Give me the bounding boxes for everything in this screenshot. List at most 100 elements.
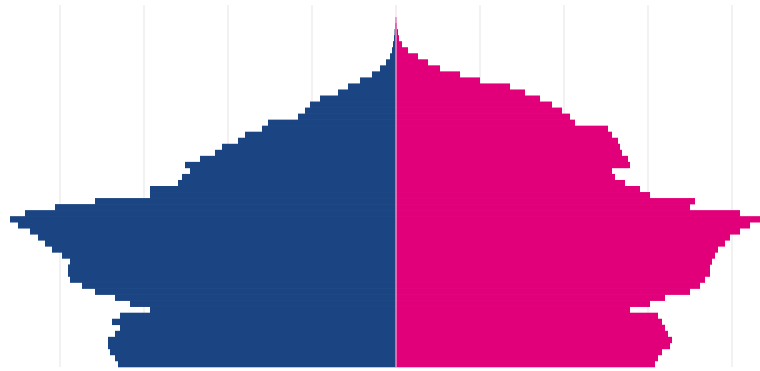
- bar: [115, 354, 396, 362]
- bar: [262, 125, 396, 132]
- bar: [396, 258, 712, 265]
- bar: [115, 330, 396, 338]
- bar: [25, 210, 396, 217]
- bar: [298, 113, 396, 120]
- bar: [108, 336, 396, 344]
- bar: [348, 83, 396, 90]
- bar: [396, 246, 718, 253]
- bar: [115, 294, 396, 301]
- bar: [222, 143, 396, 151]
- bar: [396, 264, 710, 271]
- bar: [396, 89, 525, 96]
- bar: [120, 312, 396, 320]
- bar: [130, 300, 396, 307]
- bar: [68, 270, 396, 277]
- bar: [185, 161, 396, 169]
- bar: [396, 29, 398, 36]
- bar: [396, 107, 562, 114]
- bar: [68, 264, 396, 271]
- bar: [396, 234, 730, 241]
- bar: [120, 324, 396, 332]
- bar: [396, 179, 625, 187]
- bar: [320, 95, 396, 102]
- bar: [30, 228, 396, 235]
- bar: [396, 198, 695, 205]
- bar: [110, 348, 396, 356]
- bar: [70, 276, 396, 283]
- bar: [396, 77, 480, 84]
- bar: [45, 240, 396, 247]
- bar: [396, 282, 700, 289]
- bar: [396, 330, 668, 338]
- bar: [82, 282, 396, 289]
- bar: [396, 192, 650, 199]
- bar: [108, 342, 396, 350]
- bar: [150, 186, 396, 193]
- bar: [200, 155, 396, 163]
- bar: [396, 161, 630, 169]
- bar: [10, 216, 396, 223]
- bar: [394, 29, 396, 36]
- bar: [396, 288, 690, 295]
- bar: [396, 119, 575, 126]
- bar: [38, 234, 396, 241]
- bar: [396, 143, 620, 151]
- bar: [396, 312, 658, 320]
- bar: [396, 101, 552, 108]
- bar: [396, 65, 440, 72]
- bar: [396, 228, 740, 235]
- bar: [396, 173, 615, 181]
- bar: [396, 47, 408, 54]
- bar: [396, 342, 670, 350]
- bar: [112, 318, 396, 326]
- bar: [396, 294, 665, 301]
- bar: [396, 137, 618, 145]
- bar: [150, 192, 396, 199]
- bar: [70, 258, 396, 265]
- bar: [305, 107, 396, 114]
- bar: [52, 246, 396, 253]
- bar: [396, 216, 760, 223]
- bar: [190, 167, 396, 175]
- bar: [18, 222, 396, 229]
- bar: [396, 252, 715, 259]
- bar: [95, 288, 396, 295]
- bar: [268, 119, 396, 126]
- bar: [238, 137, 396, 145]
- bar: [396, 149, 622, 157]
- bar: [396, 53, 418, 60]
- bar: [396, 336, 672, 344]
- bar: [396, 354, 658, 362]
- bar: [396, 71, 460, 78]
- bar: [396, 167, 612, 175]
- bar: [338, 89, 396, 96]
- bar: [95, 198, 396, 205]
- bar: [215, 149, 396, 157]
- bar: [396, 210, 740, 217]
- bar: [118, 360, 396, 368]
- bar: [182, 173, 396, 181]
- bar: [396, 318, 662, 326]
- bar: [396, 186, 640, 193]
- bar: [396, 324, 665, 332]
- bar: [396, 83, 510, 90]
- bar: [372, 71, 396, 78]
- bar: [396, 59, 428, 66]
- bar: [396, 125, 608, 132]
- bar: [393, 41, 396, 48]
- bar: [396, 131, 612, 139]
- bar: [396, 113, 570, 120]
- bar: [396, 41, 402, 48]
- bar: [396, 95, 540, 102]
- bar: [55, 204, 396, 211]
- bar: [396, 270, 710, 277]
- bar: [390, 53, 396, 60]
- bar: [396, 360, 655, 368]
- bar: [392, 47, 396, 54]
- bar: [245, 131, 396, 139]
- bar: [396, 155, 628, 163]
- bar: [386, 59, 396, 66]
- bar: [396, 276, 705, 283]
- bar: [360, 77, 396, 84]
- bar: [396, 35, 399, 42]
